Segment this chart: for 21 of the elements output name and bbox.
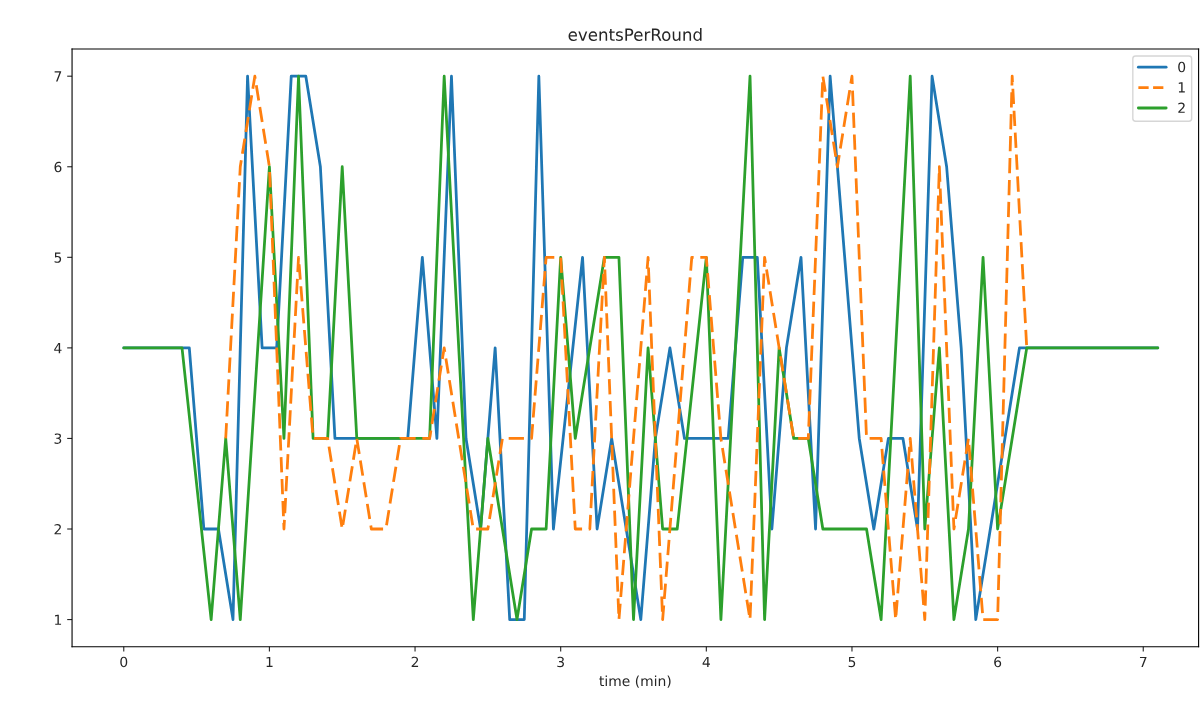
legend-label: 0 (1178, 61, 1186, 73)
y-tick-label: 7 (54, 71, 62, 82)
chart-title: eventsPerRound (568, 28, 702, 41)
x-tick-label: 7 (1139, 656, 1147, 668)
y-tick-label: 6 (54, 161, 62, 173)
y-tick-label: 2 (54, 523, 61, 535)
x-tick-label: 5 (848, 656, 856, 668)
legend-label: 2 (1178, 102, 1185, 113)
x-tick-label: 0 (120, 656, 128, 668)
x-tick-label: 3 (557, 656, 564, 668)
x-tick-label: 4 (702, 656, 710, 668)
y-tick-label: 5 (54, 252, 62, 263)
x-tick-label: 2 (411, 656, 419, 668)
x-tick-label: 1 (266, 656, 273, 668)
line-series (224, 74, 1029, 621)
y-tick-label: 3 (54, 433, 62, 444)
y-tick-label: 1 (55, 614, 62, 625)
x-tick-label: 6 (994, 656, 1002, 668)
legend-label: 1 (1178, 82, 1185, 93)
x-axis-title: time (min) (599, 675, 671, 688)
y-tick-label: 4 (54, 343, 62, 354)
